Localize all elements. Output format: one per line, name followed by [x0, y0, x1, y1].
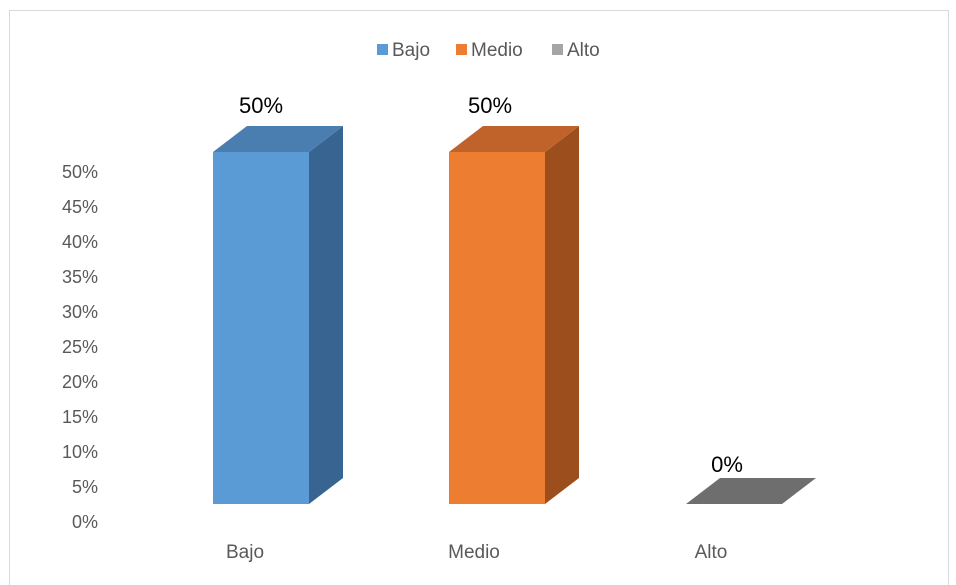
x-tick-label-bajo: Bajo [226, 542, 264, 563]
y-tick-label: 45% [62, 197, 98, 217]
chart-frame [9, 10, 949, 585]
data-label-medio: 50% [468, 93, 512, 118]
y-tick-label: 25% [62, 337, 98, 357]
legend-label-alto: Alto [567, 40, 600, 61]
y-tick-label: 30% [62, 302, 98, 322]
bar-top-bajo [213, 126, 343, 152]
x-axis: Bajo Medio Alto [226, 542, 727, 563]
chart-legend: Bajo Medio Alto [377, 40, 600, 61]
bar-top-medio [449, 126, 579, 152]
y-tick-label: 35% [62, 267, 98, 287]
bar-alto: 0% [686, 452, 816, 504]
legend-label-bajo: Bajo [392, 40, 430, 61]
bar-front-bajo [213, 152, 309, 504]
bar-side-bajo [309, 126, 343, 504]
y-tick-label: 10% [62, 442, 98, 462]
bar-medio: 50% [449, 93, 579, 504]
y-tick-label: 20% [62, 372, 98, 392]
y-tick-label: 15% [62, 407, 98, 427]
y-tick-label: 0% [72, 512, 98, 532]
bar-side-medio [545, 126, 579, 504]
y-tick-label: 50% [62, 162, 98, 182]
bars: 50% 50% 0% [213, 93, 816, 504]
legend-swatch-medio [456, 44, 467, 55]
x-tick-label-alto: Alto [695, 542, 728, 563]
bar-top-alto [686, 478, 816, 504]
data-label-bajo: 50% [239, 93, 283, 118]
bar-front-medio [449, 152, 545, 504]
y-tick-label: 5% [72, 477, 98, 497]
y-axis: 0% 5% 10% 15% 20% 25% 30% 35% 40% 45% 50% [62, 162, 98, 532]
x-tick-label-medio: Medio [448, 542, 500, 563]
data-label-alto: 0% [711, 452, 743, 477]
bar-bajo: 50% [213, 93, 343, 504]
legend-swatch-alto [552, 44, 563, 55]
legend-swatch-bajo [377, 44, 388, 55]
legend-label-medio: Medio [471, 40, 523, 61]
y-tick-label: 40% [62, 232, 98, 252]
